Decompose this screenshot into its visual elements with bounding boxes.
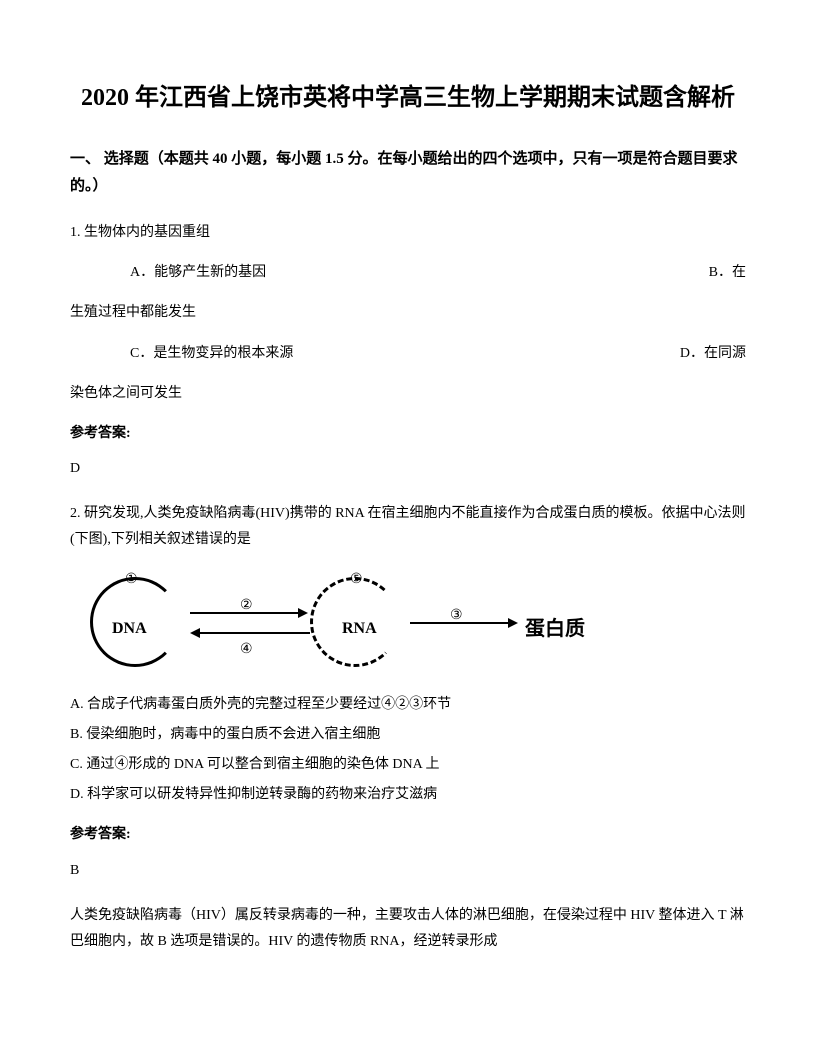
diagram-num-5: ⑤: [350, 567, 363, 592]
q2-stem: 研究发现,人类免疫缺陷病毒(HIV)携带的 RNA 在宿主细胞内不能直接作为合成…: [70, 506, 746, 546]
arrow-2-head-icon: [298, 608, 308, 618]
diagram-num-2: ②: [240, 593, 253, 618]
page-title: 2020 年江西省上饶市英将中学高三生物上学期期末试题含解析: [70, 80, 746, 116]
arrow-4-head-icon: [190, 628, 200, 638]
q1-stem: 生物体内的基因重组: [84, 225, 210, 240]
central-dogma-diagram: ① DNA ② ④ ⑤ RNA ③ 蛋白质: [70, 567, 746, 677]
q2-text: 2. 研究发现,人类免疫缺陷病毒(HIV)携带的 RNA 在宿主细胞内不能直接作…: [70, 501, 746, 551]
dna-label: DNA: [110, 615, 149, 644]
q1-number: 1.: [70, 225, 81, 240]
diagram-num-1: ①: [125, 567, 138, 592]
q1-option-b: B．在: [709, 260, 746, 285]
q2-answer: B: [70, 858, 746, 883]
q2-option-c: C. 通过④形成的 DNA 可以整合到宿主细胞的染色体 DNA 上: [70, 752, 746, 777]
q2-number: 2.: [70, 506, 81, 521]
question-1: 1. 生物体内的基因重组 A．能够产生新的基因 B．在 生殖过程中都能发生 C．…: [70, 220, 746, 481]
q2-option-d: D. 科学家可以研发特异性抑制逆转录酶的药物来治疗艾滋病: [70, 782, 746, 807]
rna-label: RNA: [340, 615, 379, 644]
q2-option-b: B. 侵染细胞时，病毒中的蛋白质不会进入宿主细胞: [70, 722, 746, 747]
section-header: 一、 选择题（本题共 40 小题，每小题 1.5 分。在每小题给出的四个选项中，…: [70, 146, 746, 200]
question-2: 2. 研究发现,人类免疫缺陷病毒(HIV)携带的 RNA 在宿主细胞内不能直接作…: [70, 501, 746, 956]
protein-label: 蛋白质: [525, 611, 585, 647]
q2-option-a: A. 合成子代病毒蛋白质外壳的完整过程至少要经过④②③环节: [70, 692, 746, 717]
q2-explanation: 人类免疫缺陷病毒（HIV）属反转录病毒的一种，主要攻击人体的淋巴细胞，在侵染过程…: [70, 903, 746, 956]
q1-answer: D: [70, 456, 746, 481]
diagram-num-3: ③: [450, 603, 463, 628]
diagram-num-4: ④: [240, 637, 253, 662]
q1-row-cd: C．是生物变异的根本来源 D．在同源: [70, 341, 746, 366]
q1-text: 1. 生物体内的基因重组: [70, 220, 746, 245]
arrow-4-line: [200, 632, 310, 634]
q2-answer-label: 参考答案:: [70, 822, 746, 847]
arrow-3-head-icon: [508, 618, 518, 628]
q1-option-a: A．能够产生新的基因: [130, 260, 709, 285]
q1-option-d-cont: 染色体之间可发生: [70, 381, 746, 406]
q1-answer-label: 参考答案:: [70, 421, 746, 446]
q1-option-c: C．是生物变异的根本来源: [130, 341, 680, 366]
q1-option-d: D．在同源: [680, 341, 746, 366]
q1-option-b-cont: 生殖过程中都能发生: [70, 300, 746, 325]
q1-row-ab: A．能够产生新的基因 B．在: [70, 260, 746, 285]
